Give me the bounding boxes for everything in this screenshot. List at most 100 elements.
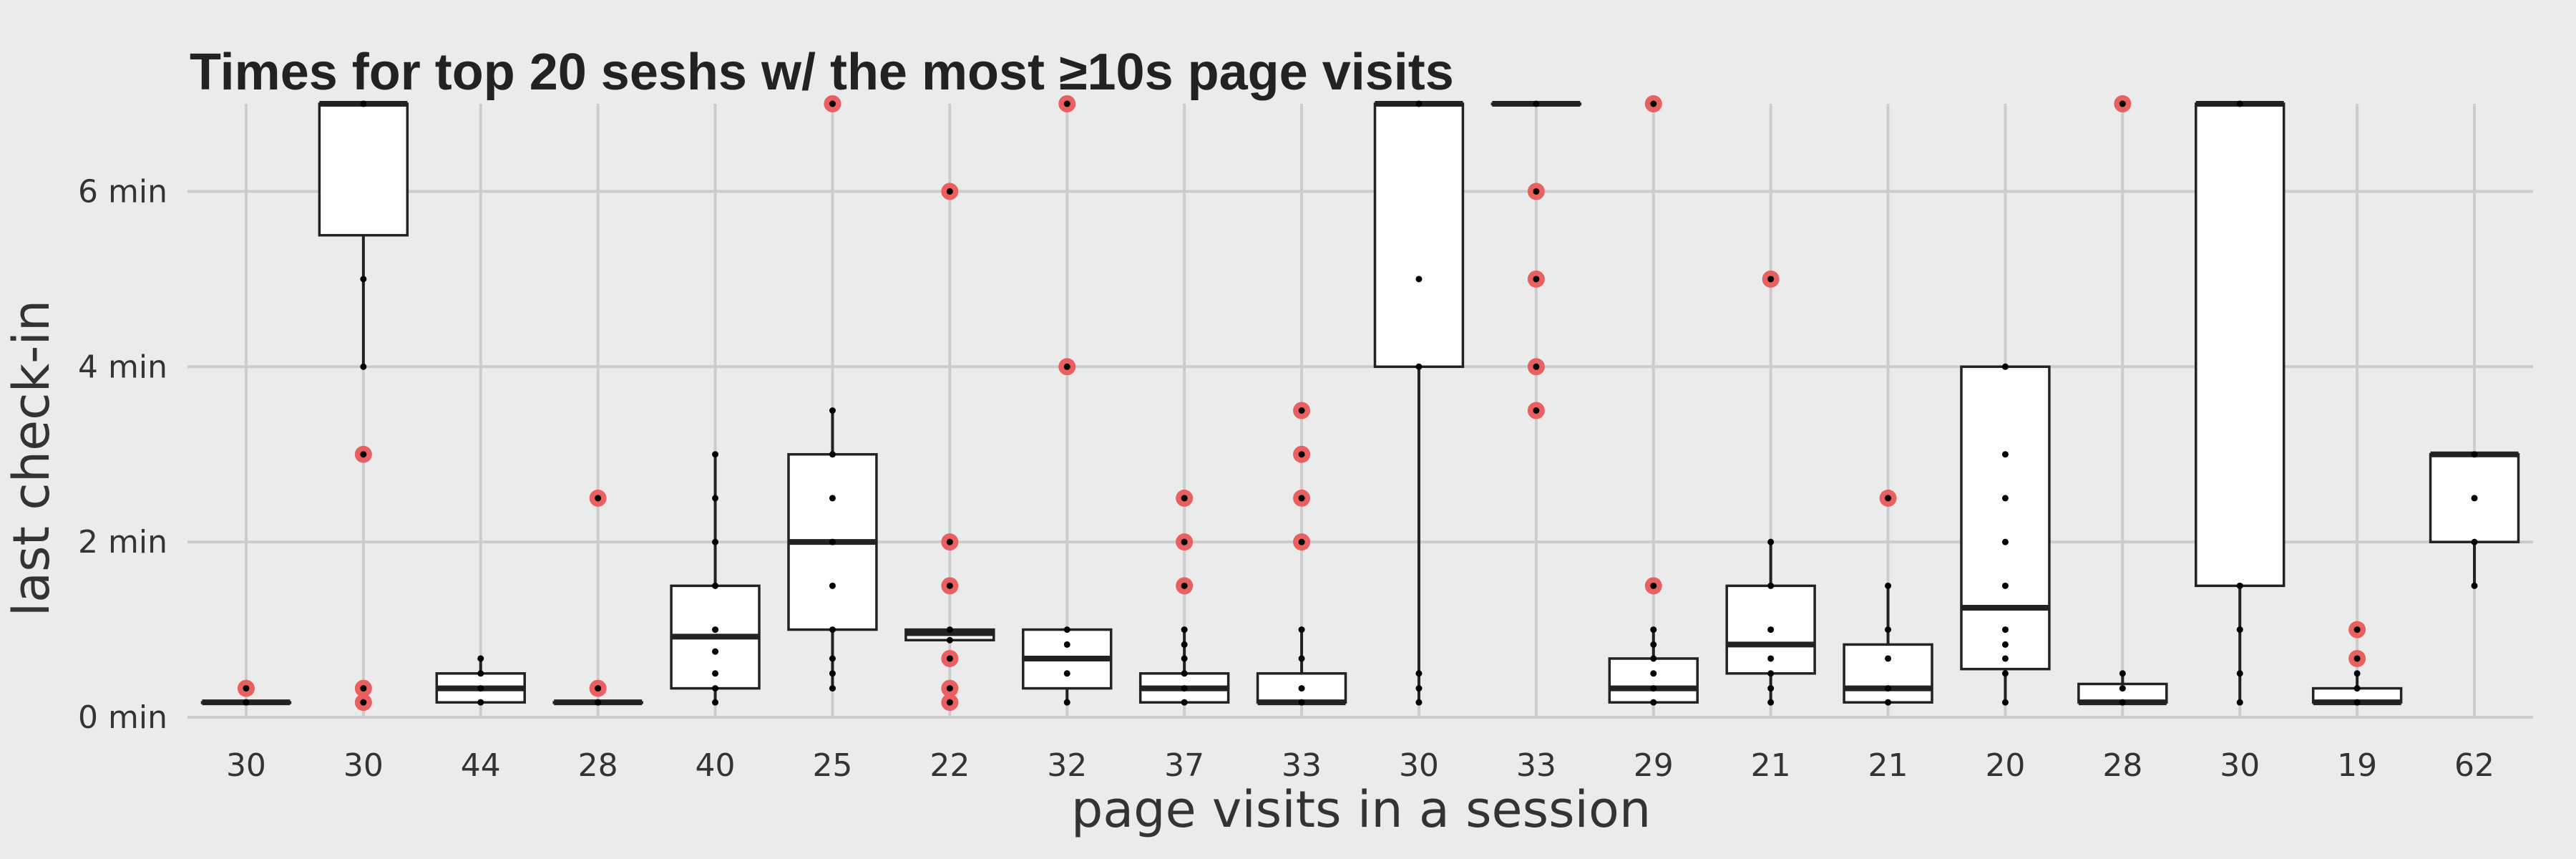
outlier-center <box>360 685 367 692</box>
outlier-center <box>1650 100 1657 107</box>
data-point <box>2119 685 2126 692</box>
data-point <box>1650 685 1657 692</box>
outlier-center <box>1533 276 1540 283</box>
x-tick-label: 44 <box>461 747 501 784</box>
outlier-center <box>1298 451 1305 458</box>
data-point <box>712 685 719 692</box>
box-group <box>1256 402 1347 706</box>
box-group <box>1608 95 1699 706</box>
outlier-center <box>946 582 953 589</box>
x-axis-title: page visits in a session <box>1071 780 1651 839</box>
data-point <box>2236 699 2243 706</box>
data-point <box>2001 626 2009 634</box>
data-point <box>1533 100 1540 107</box>
outlier-center <box>1298 407 1305 414</box>
box-series <box>200 95 2520 712</box>
data-point <box>1415 685 1423 692</box>
box-group <box>2195 100 2285 706</box>
outlier-center <box>1298 495 1305 502</box>
data-point <box>1181 670 1188 677</box>
data-point <box>477 685 484 692</box>
data-point <box>2353 670 2361 677</box>
outlier-center <box>2119 100 2126 107</box>
data-point <box>2001 699 2009 706</box>
outlier-center <box>946 685 953 692</box>
data-point <box>1767 655 1775 662</box>
box-group <box>435 655 526 706</box>
data-point <box>1885 582 1892 589</box>
data-point <box>2236 100 2243 107</box>
x-tick-label: 30 <box>226 747 266 784</box>
data-point <box>1650 641 1657 648</box>
data-point <box>1415 276 1423 283</box>
outlier-center <box>1181 495 1188 502</box>
x-tick-label: 62 <box>2454 747 2494 784</box>
data-point <box>712 582 719 589</box>
data-point <box>829 407 836 414</box>
data-point <box>2471 538 2478 545</box>
box-group <box>552 489 643 706</box>
box <box>1373 102 1465 369</box>
x-tick-label: 40 <box>696 747 736 784</box>
y-axis-ticks: 0 min 2 min 4 min 6 min <box>78 173 167 736</box>
x-tick-label: 28 <box>2102 747 2142 784</box>
data-point <box>360 100 367 107</box>
data-point <box>1181 641 1188 648</box>
data-point <box>2119 670 2126 677</box>
data-point <box>1767 685 1775 692</box>
x-tick-label: 28 <box>578 747 618 784</box>
outlier-center <box>1533 188 1540 195</box>
x-tick-label: 30 <box>1399 747 1439 784</box>
outlier-center <box>1767 276 1775 283</box>
data-point <box>1063 699 1070 706</box>
data-point <box>1063 670 1070 677</box>
data-point <box>946 626 953 634</box>
box-group <box>1138 489 1230 706</box>
outlier-center <box>1063 100 1070 107</box>
data-point <box>1650 670 1657 677</box>
outlier-center <box>360 451 367 458</box>
data-point <box>243 699 250 706</box>
outlier-center <box>1181 538 1188 545</box>
box-group <box>1960 363 2051 706</box>
x-tick-label: 25 <box>812 747 852 784</box>
y-axis-title: last check-in <box>2 300 61 617</box>
box-group <box>1022 95 1113 706</box>
outlier-center <box>1181 582 1188 589</box>
data-point <box>1063 626 1070 634</box>
box-group <box>1725 270 1816 706</box>
data-point <box>829 451 836 458</box>
data-point <box>712 495 719 502</box>
box-group <box>2429 451 2520 589</box>
box <box>1960 365 2051 671</box>
data-point <box>712 670 719 677</box>
data-point <box>829 538 836 545</box>
outlier-center <box>829 100 836 107</box>
data-point <box>1767 670 1775 677</box>
outlier-center <box>2353 626 2361 634</box>
outlier-center <box>1533 407 1540 414</box>
y-tick-label: 0 min <box>78 699 167 736</box>
data-point <box>1063 641 1070 648</box>
x-tick-label: 22 <box>930 747 970 784</box>
data-point <box>1767 582 1775 589</box>
data-point <box>1298 626 1305 634</box>
data-point <box>2236 670 2243 677</box>
data-point <box>477 699 484 706</box>
data-point <box>712 451 719 458</box>
data-point <box>829 655 836 662</box>
data-point <box>829 495 836 502</box>
data-point <box>1298 699 1305 706</box>
data-point <box>1650 626 1657 634</box>
data-point <box>2001 495 2009 502</box>
data-point <box>2236 626 2243 634</box>
data-point <box>1767 626 1775 634</box>
outlier-center <box>1650 582 1657 589</box>
outlier-center <box>595 685 602 692</box>
data-point <box>2001 451 2009 458</box>
box-group <box>200 679 292 706</box>
data-point <box>712 699 719 706</box>
outlier-center <box>1063 363 1070 370</box>
box <box>1608 657 1699 704</box>
